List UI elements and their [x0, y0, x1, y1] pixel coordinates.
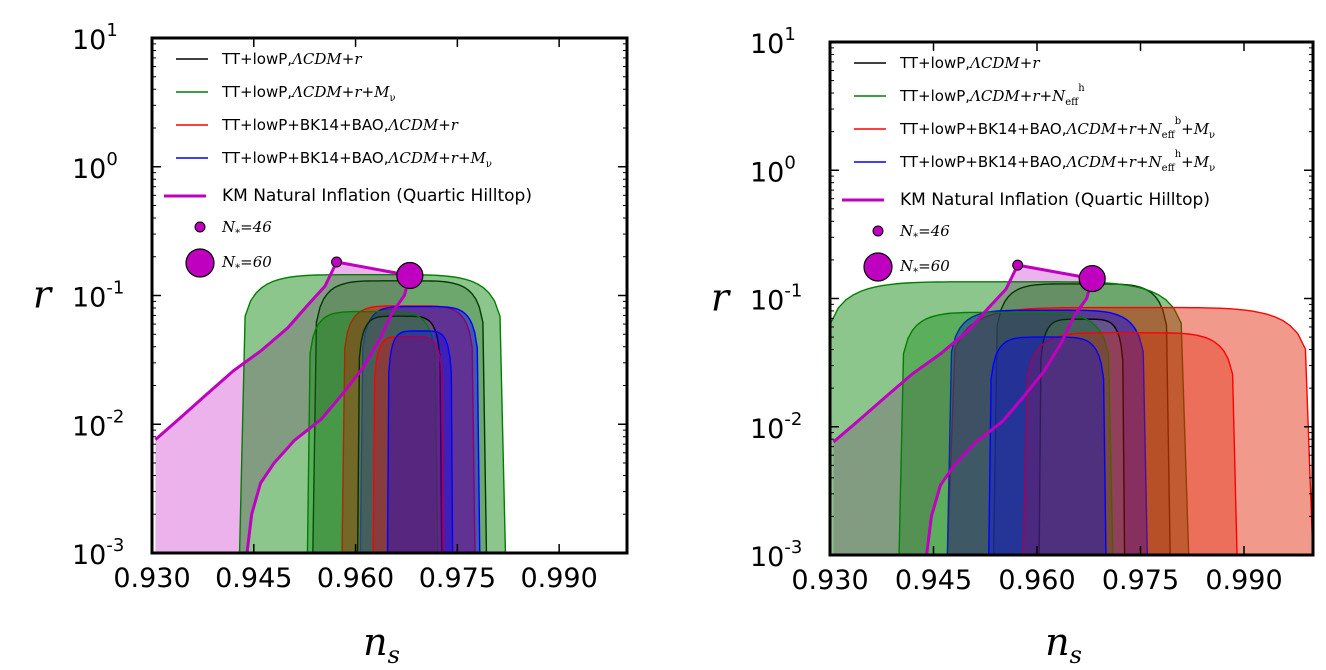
legend-entry-n60: N*=60 — [899, 257, 950, 278]
legend-entry: TT+lowP,ΛCDM+r+Neff​h​ — [899, 83, 1085, 108]
x-tick-label: 0.975 — [419, 563, 496, 594]
model-curve-n46 — [154, 261, 338, 441]
point-n60 — [1078, 264, 1106, 293]
x-tick-label: 0.945 — [895, 565, 972, 596]
y-tick-label: 101 — [72, 20, 118, 56]
y-tick-label: 101 — [750, 24, 796, 60]
legend-entry-model: KM Natural Inflation (Quartic Hilltop) — [900, 190, 1210, 210]
point-n46 — [1012, 259, 1024, 271]
contour-68-series-4 — [988, 336, 1107, 555]
x-tick-label: 0.990 — [520, 563, 597, 594]
point-n46 — [331, 256, 343, 268]
legend-marker-n46 — [872, 225, 884, 237]
legend-entry-n46: N*=46 — [221, 218, 272, 239]
y-axis-label: r — [33, 273, 54, 317]
panel-1: 0.930 0.945 0.960 0.975 0.990 101 100 10-1 10-2 1… — [33, 20, 629, 669]
y-tick-label: 100 — [72, 149, 118, 185]
legend-marker-n60 — [185, 248, 215, 278]
legend-entry: TT+lowP,ΛCDM+r — [221, 50, 362, 68]
legend-entry-model: KM Natural Inflation (Quartic Hilltop) — [222, 186, 532, 206]
model-curve-n46 — [832, 264, 1020, 444]
model-curve-n60 — [925, 278, 1094, 555]
y-tick-label: 100 — [750, 152, 796, 188]
plot-area — [154, 260, 507, 553]
legend-entry: TT+lowP+BK14+BAO,ΛCDM+r+Neff​h​+Mν​ — [899, 149, 1215, 174]
x-axis-label: ns — [1045, 620, 1082, 669]
x-tick-label: 0.960 — [998, 565, 1075, 596]
model-shaded-band — [155, 262, 410, 553]
x-tick-label: 0.990 — [1205, 565, 1282, 596]
y-tick-label: 10-2 — [72, 406, 124, 442]
legend-entry: TT+lowP,ΛCDM+r — [899, 54, 1040, 72]
legend-entry: TT+lowP+BK14+BAO,ΛCDM+r+Mν​ — [221, 149, 492, 170]
y-tick-label: 10-1 — [72, 278, 124, 314]
contour-68-series-2 — [306, 310, 439, 553]
y-axis-label: r — [711, 276, 732, 320]
panel-2: 0.930 0.945 0.960 0.975 0.990 101 100 10-1 10-2 1… — [711, 24, 1315, 669]
legend-entry: TT+lowP+BK14+BAO,ΛCDM+r+Neff​b​+Mν​ — [899, 116, 1215, 141]
x-tick-label: 0.975 — [1102, 565, 1179, 596]
model-curve-n60 — [245, 275, 412, 553]
contour-95-series-4 — [359, 305, 481, 553]
x-tick-label: 0.945 — [215, 563, 292, 594]
legend-entry: TT+lowP,ΛCDM+r+Mν​ — [221, 83, 396, 104]
point-n60 — [396, 261, 424, 290]
contour-68-series-2 — [898, 311, 1114, 555]
y-tick-label: 10-3 — [72, 535, 124, 571]
contour-68-series-4 — [386, 330, 454, 553]
y-tick-label: 10-1 — [750, 281, 802, 317]
x-tick-label: 0.960 — [317, 563, 394, 594]
y-tick-label: 10-2 — [750, 409, 802, 445]
contour-68-series-3 — [1022, 332, 1238, 555]
x-tick-label: 0.930 — [113, 563, 190, 594]
legend-entry: TT+lowP+BK14+BAO,ΛCDM+r — [221, 116, 459, 134]
x-tick-label: 0.930 — [791, 565, 868, 596]
legend-marker-n60 — [863, 252, 893, 282]
legend-entry-n46: N*=46 — [899, 222, 950, 243]
contour-95-series-4 — [946, 309, 1149, 555]
contour-68-series-1 — [356, 315, 443, 553]
plot-area — [830, 263, 1313, 555]
x-axis-label: ns — [363, 620, 400, 669]
y-tick-label: 10-3 — [750, 537, 802, 573]
legend-entry-n60: N*=60 — [221, 253, 272, 274]
contour-68-series-3 — [372, 335, 445, 553]
legend-marker-n46 — [194, 221, 206, 233]
